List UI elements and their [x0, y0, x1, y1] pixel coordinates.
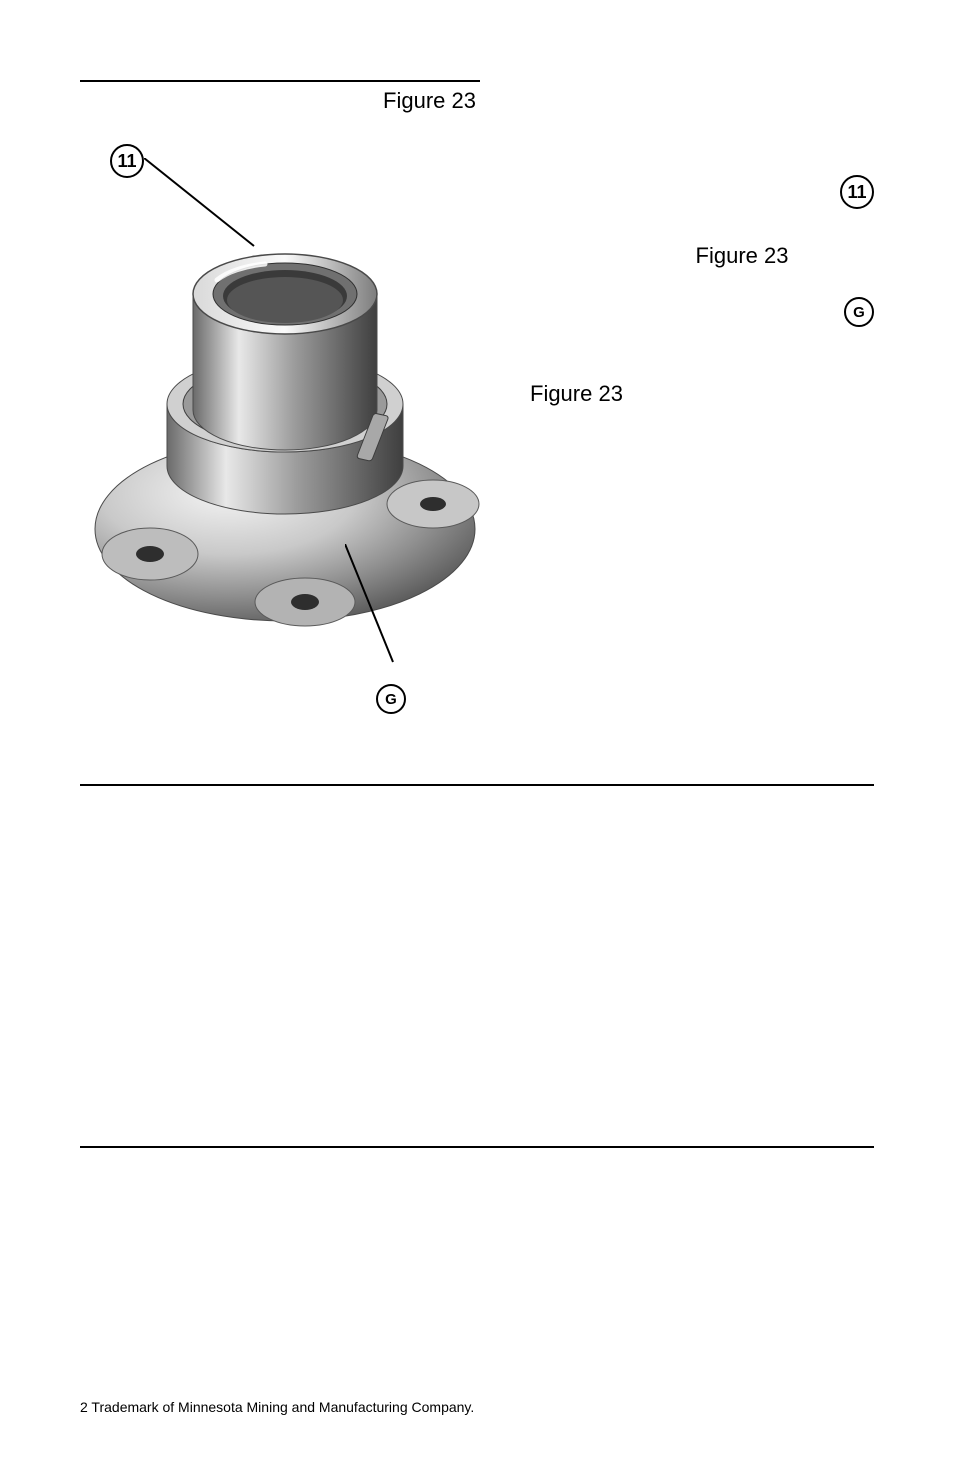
text-line-callout-g: G [530, 292, 874, 332]
figure-body: 11 [80, 144, 874, 714]
figure-text-column: 11 Figure 23 G Figure 23 [530, 144, 874, 414]
text-line-callout-11: 11 [530, 172, 874, 212]
figure-header: Figure 23 [80, 80, 480, 114]
page-container: Figure 23 11 [0, 0, 954, 1475]
figure-image-area: 11 [80, 144, 490, 714]
callout-11-badge: 11 [110, 144, 144, 178]
text-line-figure-ref-1: Figure 23 [530, 236, 874, 276]
inline-callout-11-badge: 11 [840, 175, 874, 209]
callout-g-badge: G [376, 684, 406, 714]
section-rule-2 [80, 1146, 874, 1148]
footnote-trademark: 2 Trademark of Minnesota Mining and Manu… [80, 1399, 474, 1415]
text-line-figure-ref-2: Figure 23 [530, 374, 874, 414]
mechanical-part-illustration [80, 204, 490, 644]
section-rule-1 [80, 784, 874, 786]
inline-callout-g-badge: G [844, 297, 874, 327]
figure-caption: Figure 23 [80, 88, 480, 114]
figure-header-rule [80, 80, 480, 82]
